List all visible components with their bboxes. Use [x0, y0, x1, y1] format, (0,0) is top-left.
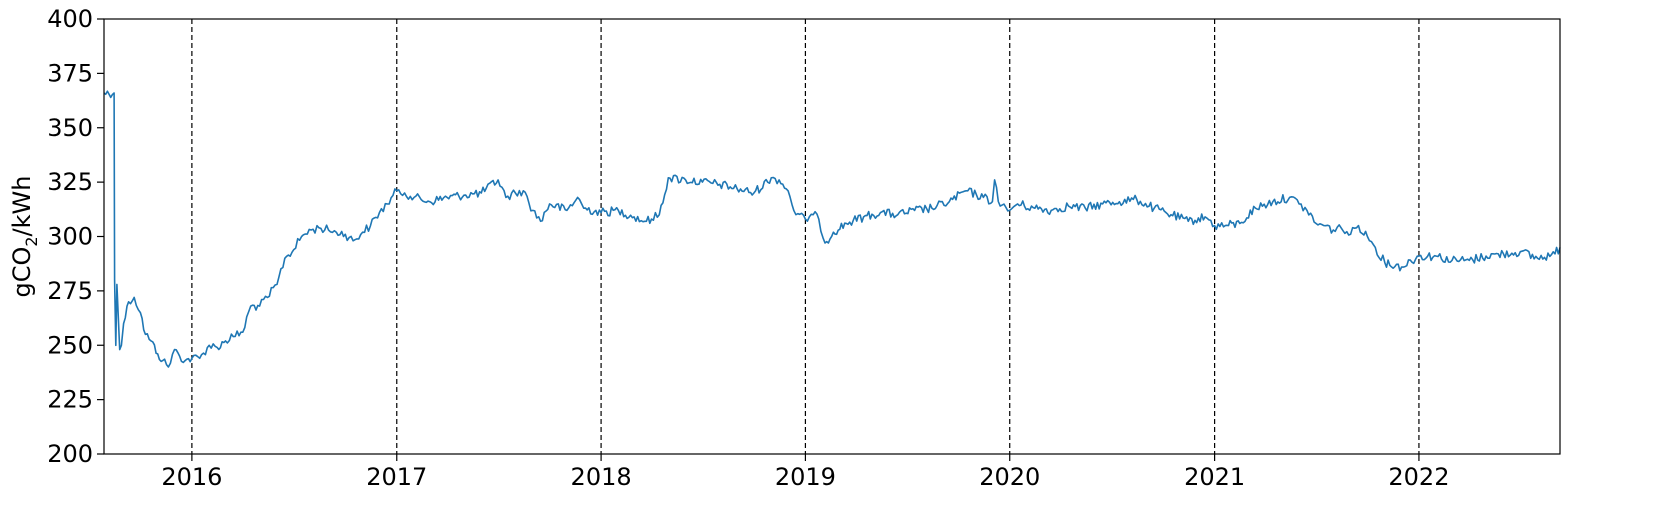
x-axis-ticks: 2016 2017 2018 2019 2020 2021 2022: [161, 454, 1449, 491]
y-axis-label: gCO2/kWh: [8, 175, 41, 297]
y-tick-label: 325: [47, 168, 93, 196]
y-axis-ticks: 200 225 250 275 300 325 350 375 400: [47, 5, 104, 468]
y-tick-label: 300: [47, 223, 93, 251]
y-axis-label-prefix: gCO: [8, 247, 36, 298]
year-divider-lines: [191, 19, 1420, 454]
y-tick-label: 275: [47, 277, 93, 305]
y-tick-label: 400: [47, 5, 93, 33]
x-tick-label: 2022: [1388, 463, 1449, 491]
y-tick-label: 250: [47, 331, 93, 359]
x-tick-label: 2021: [1184, 463, 1245, 491]
x-tick-label: 2020: [979, 463, 1040, 491]
x-tick-label: 2018: [571, 463, 632, 491]
x-tick-label: 2017: [366, 463, 427, 491]
x-tick-label: 2016: [161, 463, 222, 491]
y-tick-label: 350: [47, 114, 93, 142]
series-line: [103, 90, 1561, 368]
y-tick-label: 200: [47, 440, 93, 468]
x-tick-label: 2019: [775, 463, 836, 491]
y-axis-label-subscript: 2: [22, 236, 41, 246]
series-group: [103, 90, 1561, 368]
y-axis-label-suffix: /kWh: [8, 175, 36, 236]
y-tick-label: 225: [47, 386, 93, 414]
y-tick-label: 375: [47, 59, 93, 87]
